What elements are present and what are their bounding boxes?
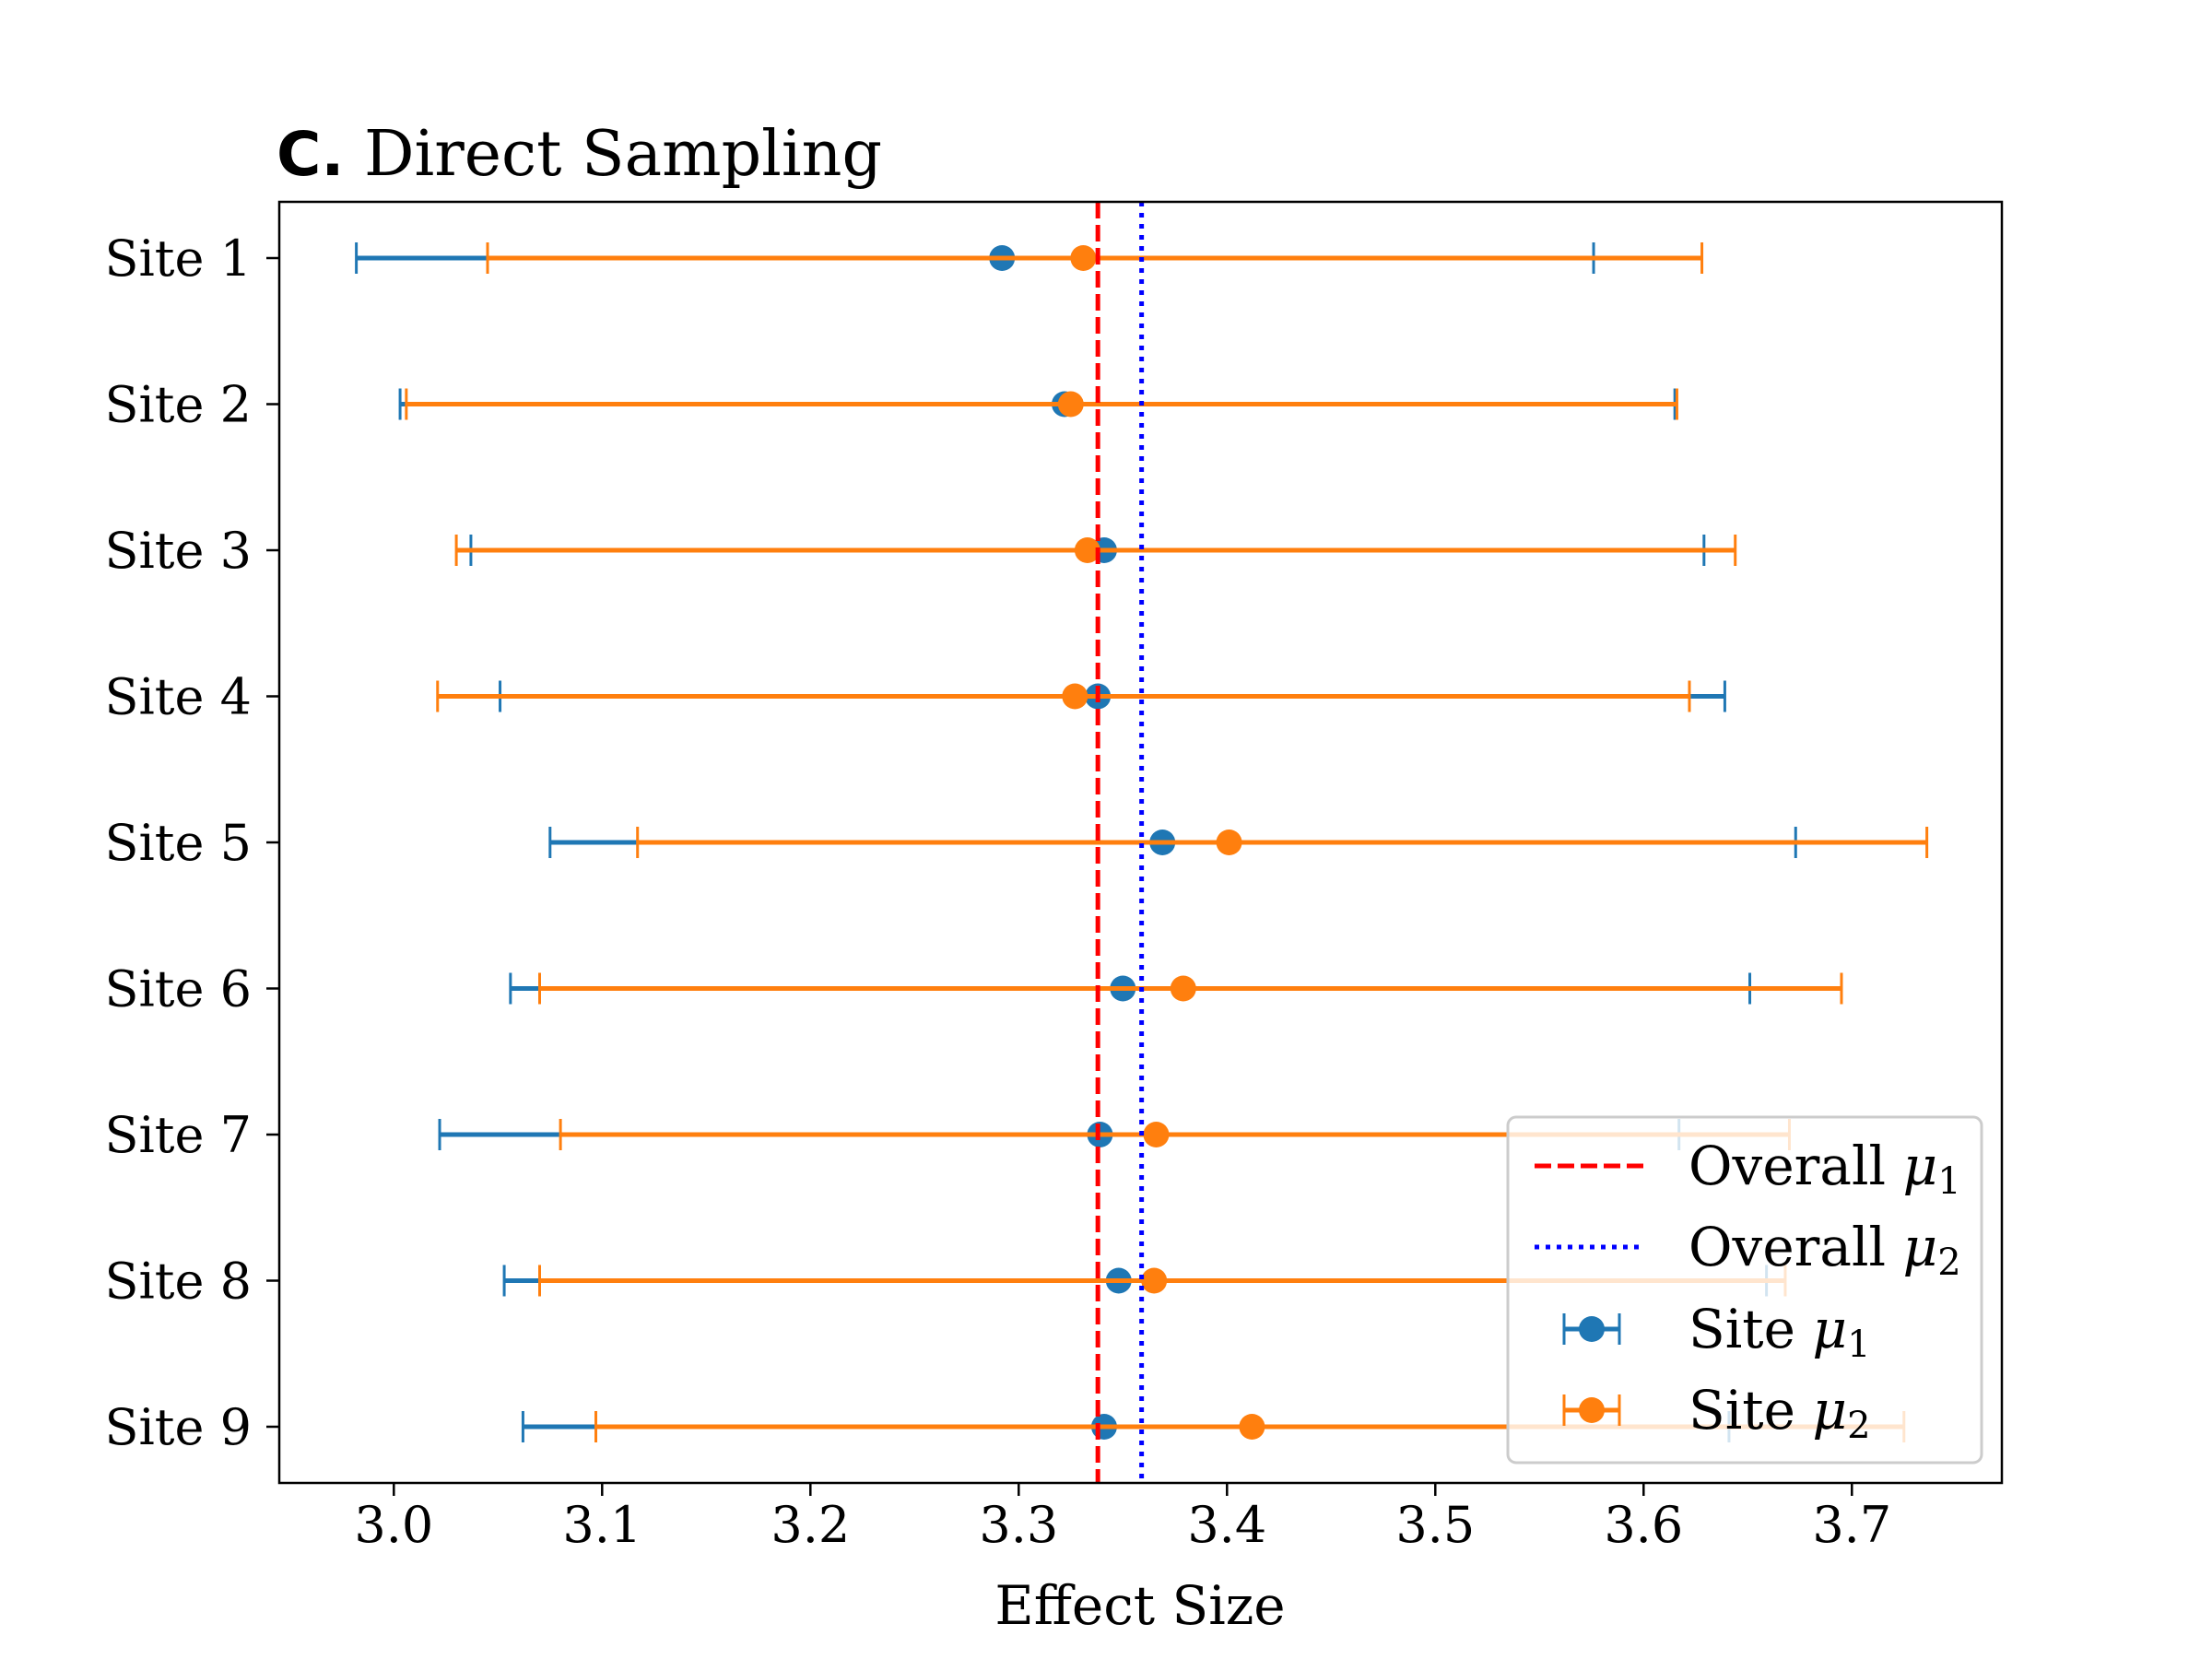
legend-marker (1579, 1316, 1605, 1342)
data-point (1216, 830, 1242, 855)
legend-label-2: Overall μ2 (1688, 1216, 1961, 1284)
data-point (1062, 683, 1088, 710)
y-tick-label: Site 1 (105, 229, 252, 288)
y-tick-label: Site 9 (105, 1398, 252, 1456)
data-point (1070, 245, 1097, 271)
legend-label-3: Site μ1 (1688, 1298, 1871, 1366)
axes: 3.0 3.1 3.2 3.3 3.4 3.5 3.6 3.7 Site 1 Site 2 Site… (105, 200, 2004, 1554)
legend-label-1: Overall μ1 (1688, 1135, 1961, 1203)
x-tick-label: 3.2 (771, 1496, 850, 1554)
y-tick-label: Site 7 (105, 1106, 252, 1164)
plot-area (355, 202, 1929, 1483)
y-tick-label: Site 2 (105, 376, 252, 434)
y-tick-label: Site 3 (105, 522, 252, 580)
x-tick-label: 3.7 (1812, 1496, 1891, 1554)
x-tick-label: 3.6 (1604, 1496, 1683, 1554)
x-tick-label: 3.4 (1187, 1496, 1266, 1554)
series-2 (405, 242, 1929, 1442)
x-tick-label: 3.0 (354, 1496, 433, 1554)
data-point (1074, 537, 1100, 563)
x-tick-label: 3.3 (979, 1496, 1058, 1554)
x-tick-label: 3.1 (562, 1496, 641, 1554)
legend-marker (1579, 1397, 1605, 1423)
data-point (1141, 1267, 1168, 1294)
legend-label-4: Site μ2 (1688, 1379, 1871, 1447)
data-point (1239, 1414, 1265, 1440)
panel-label: C. (276, 119, 345, 190)
x-axis-label: Effect Size (994, 1574, 1285, 1637)
y-tick-label: Site 8 (105, 1253, 252, 1311)
y-tick-label: Site 6 (105, 960, 252, 1018)
legend: Overall μ1 Overall μ2 Site μ1 Site μ2 (1506, 1115, 1983, 1465)
data-point (1057, 391, 1084, 418)
chart-title: Direct Sampling (364, 118, 882, 191)
y-tick-label: Site 4 (105, 668, 252, 726)
data-point (1170, 975, 1196, 1002)
data-point (1143, 1122, 1170, 1147)
legend-box (1506, 1115, 1983, 1465)
x-tick-label: 3.5 (1395, 1496, 1475, 1554)
y-tick-label: Site 5 (105, 814, 252, 872)
